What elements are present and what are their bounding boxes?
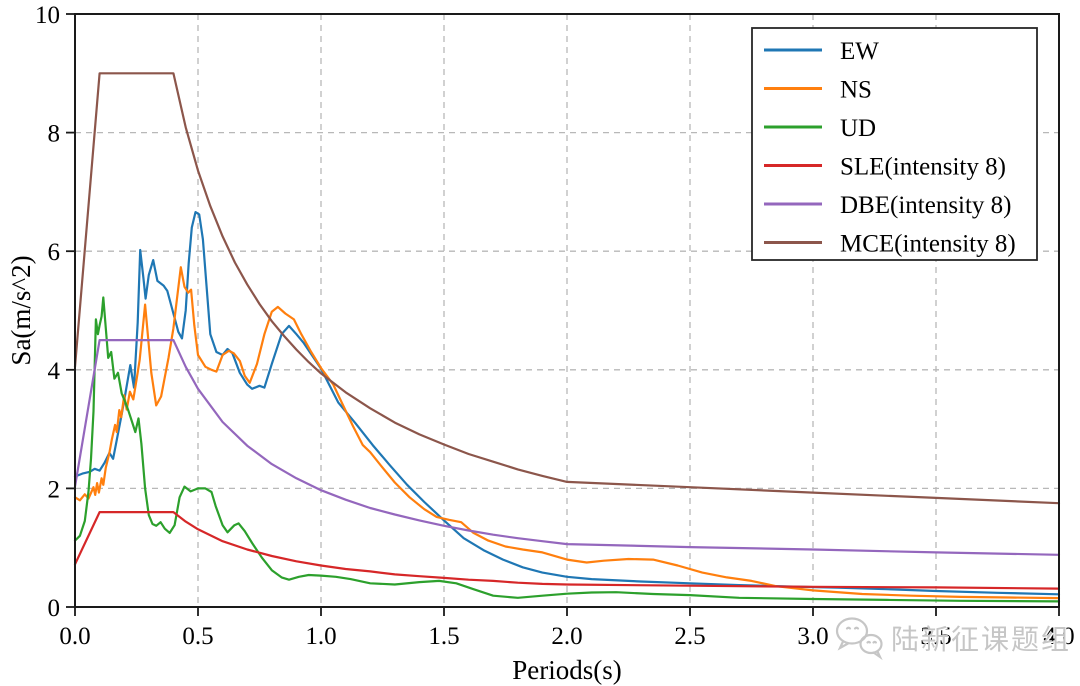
x-tick-label: 1.0: [305, 623, 336, 650]
x-tick-label: 2.5: [674, 623, 705, 650]
series-line-ns: [73, 266, 1061, 600]
x-tick-label: 1.5: [428, 623, 459, 650]
y-tick-label: 4: [48, 358, 61, 385]
y-tick-label: 2: [48, 476, 61, 503]
y-tick-label: 0: [48, 595, 61, 622]
series-line-ew: [73, 211, 1061, 596]
x-axis-label: Periods(s): [512, 655, 622, 685]
legend-label: UD: [840, 115, 876, 142]
series-line-sle-intensity-8-: [73, 511, 1061, 590]
legend-label: SLE(intensity 8): [840, 154, 1006, 181]
legend-box: [751, 27, 1038, 261]
x-tick-label: 0.5: [182, 623, 213, 650]
x-tick-label: 3.0: [797, 623, 828, 650]
x-tick-label: 3.5: [920, 623, 951, 650]
x-tick-label: 2.0: [551, 623, 582, 650]
y-tick-label: 6: [48, 239, 61, 266]
watermark-text: 陆新征课题组: [891, 625, 1072, 656]
y-tick-label: 10: [35, 2, 60, 29]
y-tick-label: 8: [48, 121, 61, 148]
wechat-icon: [835, 617, 883, 661]
series-line-ud: [73, 296, 1061, 603]
series-line-dbe-intensity-8-: [73, 339, 1061, 556]
series-line-mce-intensity-8-: [73, 72, 1061, 505]
y-axis-label: Sa(m/s^2): [6, 255, 36, 365]
legend-label: DBE(intensity 8): [840, 192, 1012, 219]
x-tick-label: 0.0: [59, 623, 90, 650]
legend-label: EW: [840, 38, 879, 65]
watermark: 陆新征课题组: [833, 612, 1071, 664]
legend-label: NS: [840, 77, 872, 104]
legend-label: MCE(intensity 8): [840, 231, 1016, 258]
x-tick-label: 4.0: [1043, 623, 1074, 650]
